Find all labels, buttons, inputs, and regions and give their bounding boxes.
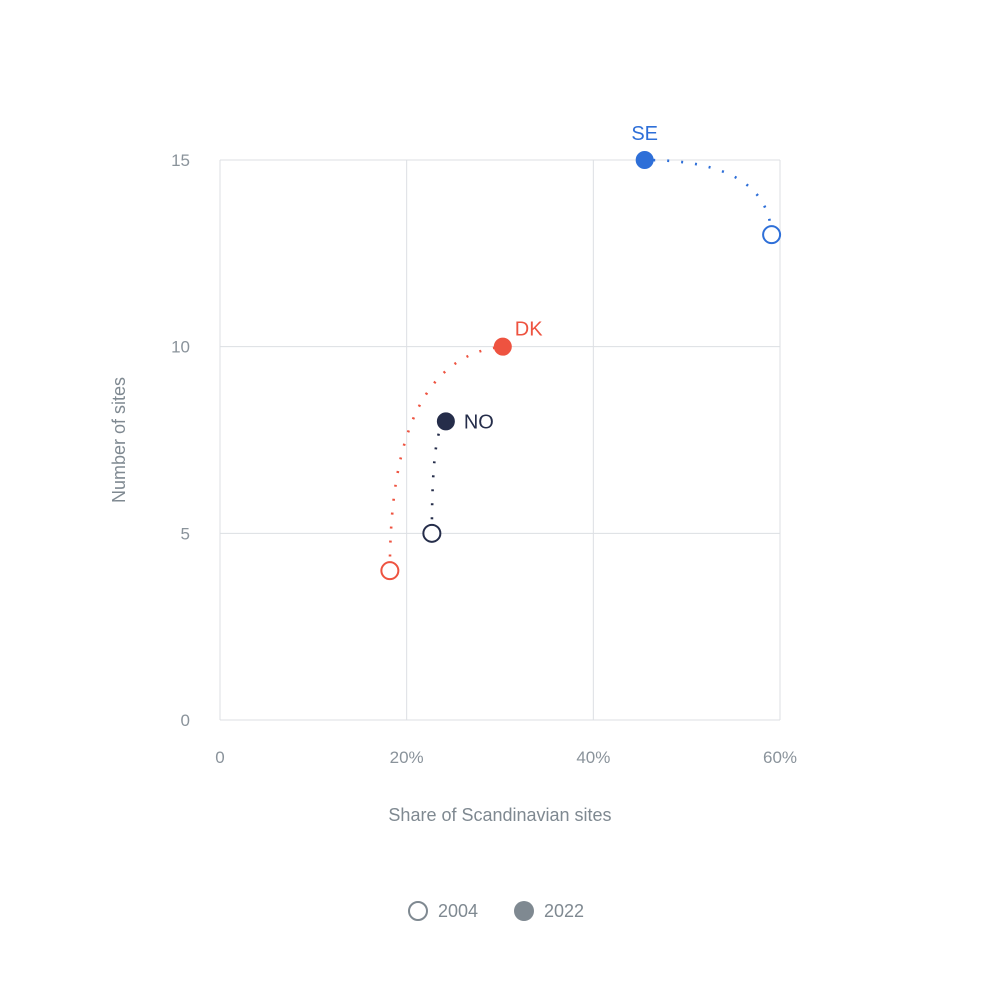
grid <box>219 159 781 721</box>
legend-marker-filled <box>514 901 534 921</box>
x-axis-title: Share of Scandinavian sites <box>388 805 611 825</box>
x-tick-label: 0 <box>215 748 224 767</box>
point-2022-no <box>436 412 455 431</box>
series-points <box>380 151 782 581</box>
series-label-dk: DK <box>515 319 543 341</box>
point-2004-dk <box>380 561 400 581</box>
y-tick-label: 0 <box>181 711 190 730</box>
y-tick-label: 15 <box>171 151 190 170</box>
trajectory-line-se <box>644 158 773 235</box>
point-2004-se <box>762 225 782 245</box>
x-tick-label: 60% <box>763 748 797 767</box>
series-label-se: SE <box>631 123 658 145</box>
series-label-no: NO <box>464 411 494 433</box>
x-tick-label: 20% <box>390 748 424 767</box>
x-axis-ticks: 0 20% 40% 60% <box>215 748 797 767</box>
point-2004-no <box>422 523 442 543</box>
y-tick-label: 5 <box>181 524 190 543</box>
legend-marker-hollow <box>408 901 428 921</box>
legend-label-2022: 2022 <box>544 901 584 921</box>
point-2022-se <box>635 151 654 169</box>
point-2022-dk <box>493 337 512 356</box>
series-trajectories <box>388 158 773 571</box>
y-axis-title: Number of sites <box>109 377 129 503</box>
trajectory-line-no <box>430 420 447 534</box>
y-tick-label: 10 <box>171 338 190 357</box>
series-labels: SE DK NO <box>464 123 658 433</box>
y-axis-ticks: 0 5 10 15 <box>171 151 190 730</box>
legend-label-2004: 2004 <box>438 901 478 921</box>
x-tick-label: 40% <box>576 748 610 767</box>
legend: 2004 2022 <box>408 901 584 921</box>
